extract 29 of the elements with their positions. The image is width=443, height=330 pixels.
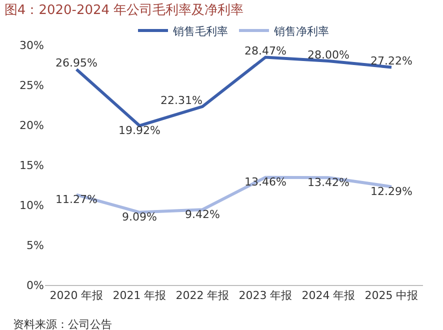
data-label: 28.00% [308,48,350,62]
chart-title: 图4：2020-2024 年公司毛利率及净利率 [4,2,244,18]
x-tick-label: 2024 年报 [302,289,356,302]
y-tick-label: 0% [26,278,44,292]
data-label: 11.27% [56,193,98,206]
x-tick-label: 2025 中报 [364,289,418,302]
x-tick-label: 2023 年报 [238,289,292,302]
y-tick-label: 15% [20,158,44,172]
data-label: 22.31% [160,94,202,107]
x-tick-label: 2022 年报 [176,289,230,302]
data-label: 12.29% [370,184,412,198]
y-tick-label: 20% [20,118,44,132]
y-tick-label: 30% [20,38,44,52]
data-label: 19.92% [118,124,160,137]
legend-label: 销售净利率 [273,24,329,38]
data-label: 9.09% [122,210,157,224]
data-label: 13.42% [308,176,350,189]
data-label: 28.47% [244,44,286,58]
y-tick-label: 10% [20,198,44,212]
x-tick-label: 2020 年报 [50,289,104,302]
data-label: 27.22% [370,54,412,68]
y-tick-label: 5% [26,238,44,252]
data-label: 26.95% [56,56,98,70]
text: 资料来源：公司公告 [13,318,112,330]
data-label: 13.46% [244,176,286,189]
legend-label: 销售毛利率 [172,24,228,38]
data-label: 9.42% [185,208,220,221]
x-tick-label: 2021 年报 [112,289,166,302]
y-tick-label: 25% [20,78,44,92]
